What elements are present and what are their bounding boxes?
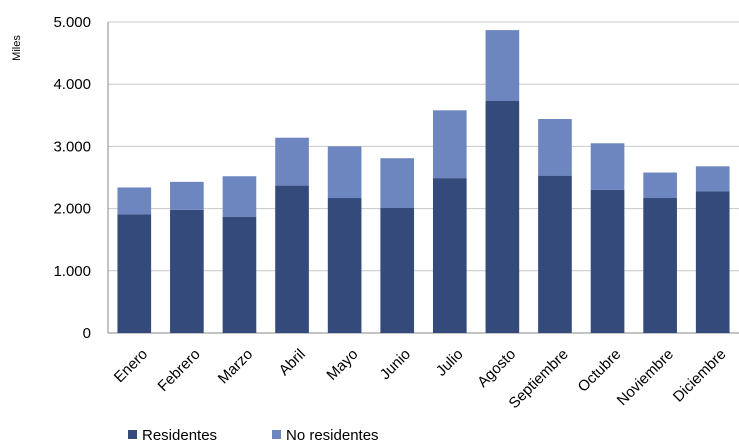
y-tick-label: 2.000: [53, 201, 91, 218]
bar-residentes: [432, 178, 467, 333]
x-axis: Enero Febrero Marzo Abril Mayo Junio Julio Agos…: [111, 346, 730, 412]
bar-no-residentes: [538, 119, 572, 176]
x-tick-label: Mayo: [323, 346, 361, 384]
bar-residentes: [590, 189, 625, 333]
gridlines: [108, 21, 739, 334]
x-tick-label: Diciembre: [670, 346, 730, 406]
x-tick-label: Marzo: [215, 346, 256, 387]
x-tick-label: Agosto: [474, 346, 519, 391]
bar-residentes: [170, 209, 204, 333]
y-axis-label: Miles: [11, 35, 23, 61]
y-tick-label: 1.000: [53, 263, 91, 280]
x-tick-label: Julio: [433, 346, 467, 380]
bar-residentes: [538, 175, 572, 333]
legend-label: Residentes: [142, 427, 217, 444]
bar-no-residentes: [275, 137, 309, 186]
bar-no-residentes: [590, 143, 625, 190]
bar-residentes: [327, 198, 362, 333]
x-tick-label: Febrero: [155, 346, 204, 395]
x-tick-label: Enero: [111, 346, 151, 386]
bars: [117, 30, 730, 333]
legend-swatch: [272, 430, 281, 439]
bar-residentes: [222, 216, 257, 333]
legend: Residentes No residentes: [128, 427, 379, 444]
bar-residentes: [695, 191, 730, 333]
y-tick-label: 4.000: [53, 76, 91, 93]
bar-no-residentes: [222, 176, 257, 217]
bar-no-residentes: [485, 30, 520, 101]
bar-residentes: [485, 100, 520, 333]
bar-residentes: [643, 198, 677, 333]
x-tick-label: Noviembre: [614, 346, 677, 409]
bar-residentes: [117, 214, 152, 333]
bar-no-residentes: [170, 181, 204, 210]
y-tick-label: 0: [83, 325, 91, 342]
bar-no-residentes: [380, 158, 415, 208]
bar-residentes: [275, 185, 309, 333]
bar-no-residentes: [432, 110, 467, 179]
x-tick-label: Abril: [276, 346, 309, 379]
legend-swatch: [128, 430, 137, 439]
y-axis: 0 1.000 2.000 3.000 4.000 5.000: [53, 14, 109, 342]
x-tick-label: Octubre: [575, 346, 625, 396]
bar-no-residentes: [695, 166, 730, 192]
bar-no-residentes: [117, 187, 152, 215]
bar-no-residentes: [643, 172, 677, 199]
bar-no-residentes: [327, 146, 362, 199]
y-tick-label: 5.000: [53, 14, 91, 31]
y-tick-label: 3.000: [53, 138, 91, 155]
x-tick-label: Junio: [377, 346, 414, 383]
bar-residentes: [380, 207, 415, 333]
legend-label: No residentes: [286, 427, 379, 444]
